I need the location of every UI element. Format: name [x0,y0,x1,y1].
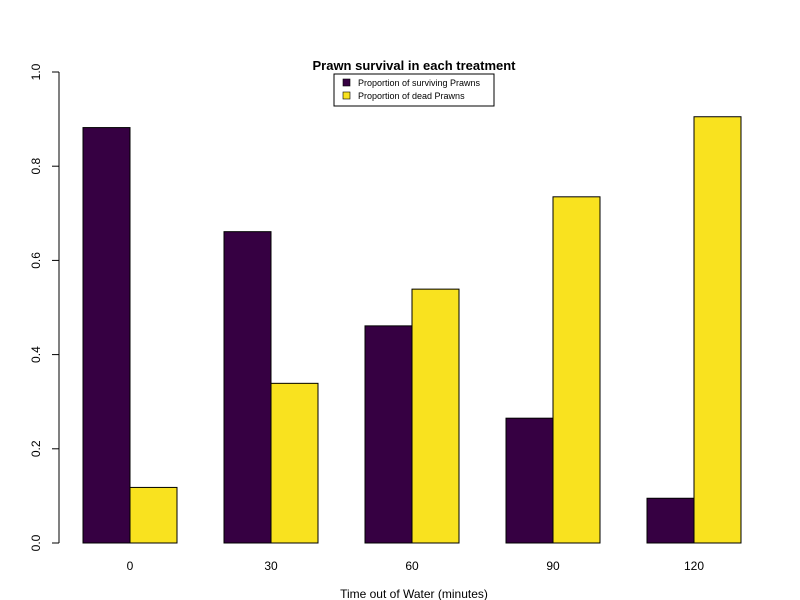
bar-dead-120 [693,116,742,544]
bar-surviving-30 [223,231,272,544]
bar-surviving-0 [82,127,131,544]
y-tick-label: 0.2 [29,440,43,457]
y-tick-label: 0.8 [29,158,43,175]
y-tick-label: 0.4 [29,346,43,363]
x-tick-label: 0 [127,559,134,573]
legend-label-surviving: Proportion of surviving Prawns [358,78,481,88]
chart-title: Prawn survival in each treatment [312,58,516,73]
x-tick-label: 90 [546,559,560,573]
y-axis: 0.0 0.2 0.4 0.6 0.8 1.0 [29,63,60,551]
x-tick-label: 60 [405,559,419,573]
legend-swatch-surviving [342,78,351,87]
bar-dead-0 [129,486,178,544]
bar-dead-60 [411,288,460,544]
x-tick-label: 30 [264,559,278,573]
bar-dead-90 [552,196,601,544]
bar-dead-30 [270,382,319,544]
legend-box [333,73,495,107]
x-axis: 0 30 60 90 120 [127,559,705,573]
x-tick-label: 120 [684,559,704,573]
bar-surviving-90 [505,417,554,544]
x-axis-title: Time out of Water (minutes) [340,587,488,600]
bar-surviving-60 [364,325,413,544]
legend-label-dead: Proportion of dead Prawns [358,91,465,101]
y-tick-label: 0.0 [29,534,43,551]
bars [82,116,742,544]
y-tick-label: 1.0 [29,63,43,80]
legend: Proportion of surviving Prawns Proportio… [333,73,495,107]
bar-surviving-120 [646,497,695,544]
y-tick-label: 0.6 [29,252,43,269]
legend-swatch-dead [342,91,351,100]
